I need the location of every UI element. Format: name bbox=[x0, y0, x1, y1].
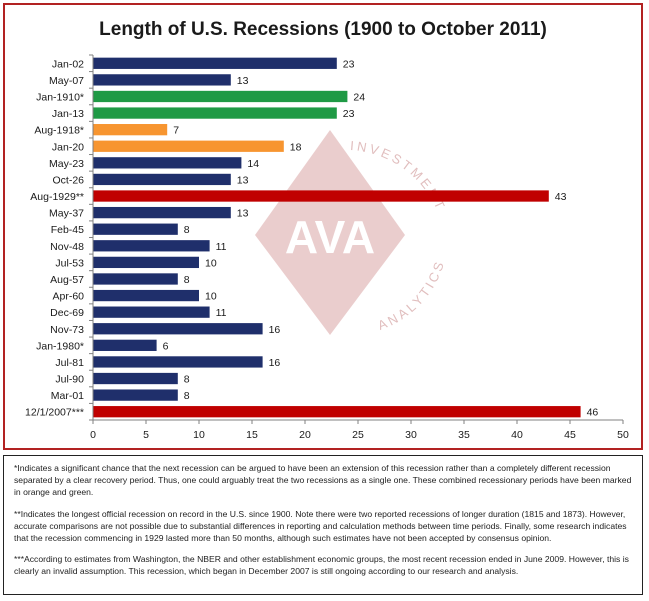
bar bbox=[93, 190, 549, 202]
y-tick-label: Jul-53 bbox=[55, 257, 84, 269]
data-label: 13 bbox=[237, 174, 249, 186]
bar bbox=[93, 157, 242, 169]
y-tick-label: Nov-73 bbox=[50, 324, 84, 336]
data-label: 10 bbox=[205, 291, 217, 303]
y-tick-label: Jul-81 bbox=[55, 357, 84, 369]
x-tick-label: 25 bbox=[352, 429, 364, 441]
recession-bar-chart: AVA INVESTMENT ANALYTICS Length of U.S. … bbox=[25, 19, 629, 441]
data-label: 11 bbox=[216, 307, 227, 319]
y-tick-label: May-07 bbox=[49, 75, 84, 87]
data-label: 10 bbox=[205, 257, 217, 269]
bar bbox=[93, 74, 231, 86]
x-tick-label: 0 bbox=[90, 429, 96, 441]
data-label: 16 bbox=[269, 324, 281, 336]
x-tick-label: 45 bbox=[564, 429, 576, 441]
data-label: 14 bbox=[247, 158, 259, 170]
axis-layer: Jan-02 May-07 Jan-1910* Jan-13 Aug-1918* Jan-… bbox=[25, 54, 629, 441]
y-tick-label: Jan-1910* bbox=[36, 91, 84, 103]
watermark-diamond bbox=[255, 130, 405, 335]
y-tick-label: Jan-1980* bbox=[36, 340, 84, 352]
bar bbox=[93, 223, 178, 235]
data-label: 23 bbox=[343, 58, 355, 70]
y-tick-label: Jan-20 bbox=[52, 141, 84, 153]
data-label: 7 bbox=[173, 125, 179, 137]
x-tick-label: 20 bbox=[299, 429, 311, 441]
x-tick-label: 50 bbox=[617, 429, 629, 441]
bar bbox=[93, 323, 263, 335]
y-tick-label: Feb-45 bbox=[51, 224, 84, 236]
data-label: 18 bbox=[290, 141, 302, 153]
bar bbox=[93, 90, 348, 103]
bar bbox=[93, 57, 337, 69]
data-label: 13 bbox=[237, 208, 249, 220]
bar bbox=[93, 140, 284, 152]
data-label: 8 bbox=[184, 390, 190, 402]
footnote-3: ***According to estimates from Washingto… bbox=[14, 554, 629, 577]
y-tick-label: Nov-48 bbox=[50, 241, 84, 253]
y-tick-label: Jan-02 bbox=[52, 58, 84, 70]
bar bbox=[93, 206, 231, 219]
y-tick-label: Aug-1918* bbox=[34, 125, 84, 137]
footnote-2: **Indicates the longest official recessi… bbox=[14, 508, 627, 544]
bar bbox=[93, 289, 199, 302]
ava-watermark-logo: AVA INVESTMENT ANALYTICS bbox=[255, 130, 448, 335]
y-tick-label: Jan-13 bbox=[52, 108, 84, 120]
data-label: 16 bbox=[269, 357, 281, 369]
bars-layer: 23 13 24 23 7 18 14 13 43 13 8 11 10 8 10 11 16 6 16 8 8 46 bbox=[93, 57, 599, 419]
footnotes-box: *Indicates a significant chance that the… bbox=[3, 455, 643, 595]
bar bbox=[93, 173, 231, 186]
data-label: 43 bbox=[555, 191, 567, 203]
x-tick-label: 5 bbox=[143, 429, 149, 441]
x-tick-label: 10 bbox=[193, 429, 205, 441]
data-label: 6 bbox=[163, 340, 169, 352]
y-tick-label: Apr-60 bbox=[52, 291, 84, 303]
x-tick-label: 30 bbox=[405, 429, 417, 441]
y-tick-label: May-23 bbox=[49, 158, 84, 170]
data-label: 13 bbox=[237, 75, 249, 87]
bar bbox=[93, 406, 581, 418]
bar bbox=[93, 306, 210, 318]
x-tick-label: 35 bbox=[458, 429, 470, 441]
bar bbox=[93, 372, 178, 385]
bar bbox=[93, 356, 263, 368]
bar bbox=[93, 107, 337, 119]
bar bbox=[93, 389, 178, 401]
y-tick-label: Oct-26 bbox=[52, 174, 84, 186]
chart-title: Length of U.S. Recessions (1900 to Octob… bbox=[99, 19, 547, 40]
y-tick-label: May-37 bbox=[49, 208, 84, 220]
bar bbox=[93, 339, 157, 351]
x-tick-label: 40 bbox=[511, 429, 523, 441]
bar bbox=[93, 240, 210, 252]
footnote-1: *Indicates a significant chance that the… bbox=[14, 463, 632, 498]
bar bbox=[93, 124, 168, 136]
data-label: 8 bbox=[184, 224, 190, 236]
data-label: 24 bbox=[353, 91, 365, 103]
y-tick-label: Dec-69 bbox=[50, 307, 84, 319]
x-tick-label: 15 bbox=[246, 429, 258, 441]
data-label: 11 bbox=[216, 241, 227, 253]
data-label: 8 bbox=[184, 274, 190, 286]
watermark-logo-text: AVA bbox=[285, 211, 375, 263]
y-tick-label: Mar-01 bbox=[51, 390, 84, 402]
data-label: 23 bbox=[343, 108, 355, 120]
y-tick-label: Jul-90 bbox=[55, 374, 84, 386]
y-tick-label: Aug-1929** bbox=[30, 191, 84, 203]
y-tick-label: Aug-57 bbox=[50, 274, 84, 286]
data-label: 8 bbox=[184, 374, 190, 386]
y-tick-label: 12/1/2007*** bbox=[25, 407, 84, 419]
bar bbox=[93, 273, 178, 285]
bar bbox=[93, 256, 199, 269]
data-label: 46 bbox=[587, 407, 599, 419]
watermark-arc-bottom: ANALYTICS bbox=[376, 257, 448, 333]
